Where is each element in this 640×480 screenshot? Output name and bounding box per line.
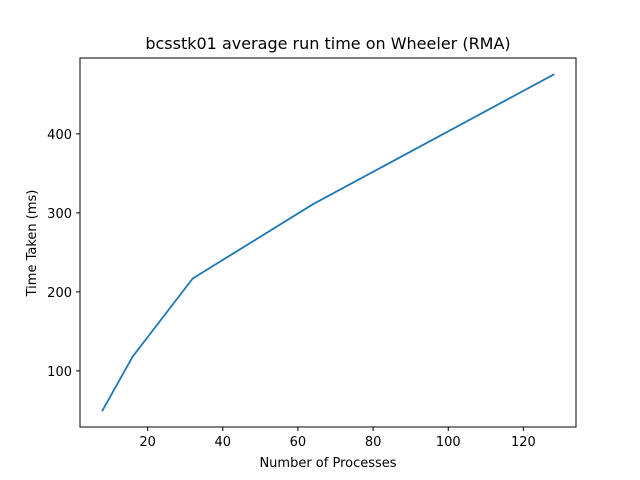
y-axis-label: Time Taken (ms)	[25, 190, 40, 298]
chart-title: bcsstk01 average run time on Wheeler (RM…	[145, 34, 510, 53]
x-axis-label: Number of Processes	[259, 456, 396, 471]
y-tick-label: 100	[47, 365, 72, 380]
x-tick-label: 20	[139, 435, 156, 450]
plot-area	[79, 57, 577, 428]
data-point	[131, 355, 134, 358]
x-tick-label: 40	[215, 435, 232, 450]
x-tick-label: 60	[290, 435, 307, 450]
x-axis: 20 40 60 80 100 120	[139, 427, 536, 450]
data-point	[101, 409, 104, 412]
x-tick-label: 120	[511, 435, 536, 450]
y-tick-label: 300	[47, 207, 72, 222]
axes-frame	[79, 57, 577, 428]
y-tick-label: 200	[47, 286, 72, 301]
x-tick-label: 100	[436, 435, 461, 450]
y-axis: 100 200 300 400	[47, 128, 80, 380]
x-tick-label: 80	[365, 435, 382, 450]
data-point	[191, 277, 194, 280]
data-point	[312, 203, 314, 206]
data-point	[552, 73, 555, 76]
y-tick-label: 400	[47, 128, 72, 143]
